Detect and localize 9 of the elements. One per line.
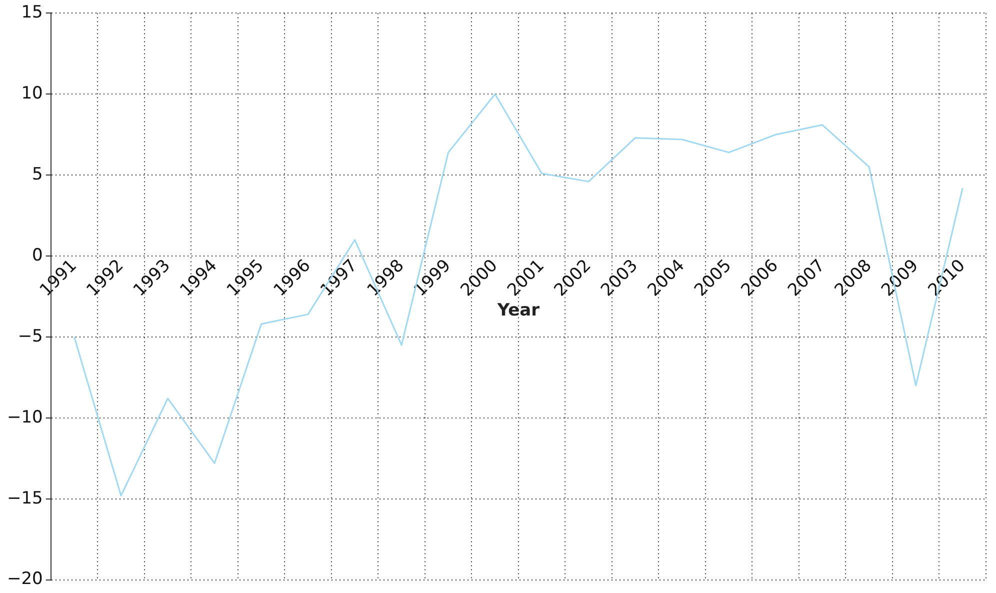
y-tick-label: 15 — [21, 2, 43, 23]
x-axis-title: Year — [496, 300, 540, 321]
y-tick-label: −15 — [6, 488, 43, 508]
y-tick-label: 5 — [32, 164, 43, 185]
y-tick-label: −10 — [6, 407, 43, 428]
y-tick-label: −5 — [18, 326, 43, 346]
y-tick-label: −20 — [6, 569, 43, 590]
y-tick-label: 10 — [21, 84, 43, 104]
y-tick-label: 0 — [32, 245, 43, 266]
